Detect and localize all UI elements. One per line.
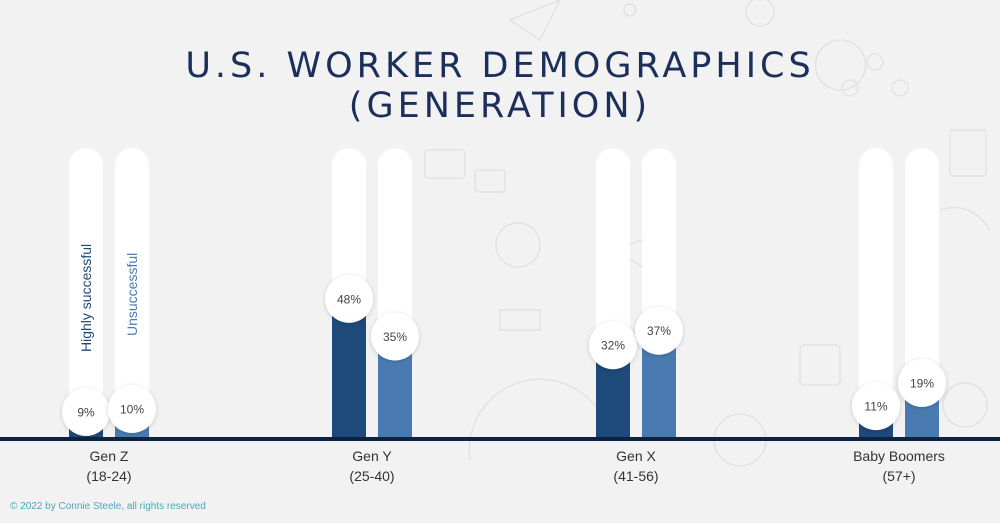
category-name: Baby Boomers [853,448,945,464]
x-axis-baseline [0,437,1000,441]
category-label: Gen Y (25-40) [292,446,452,486]
data-label-bubble [62,387,110,436]
category-age-range: (25-40) [349,468,395,484]
data-label-bubble [108,385,156,433]
data-label: 32% [601,339,625,353]
data-label: 37% [647,324,671,338]
chart-title: U.S. WORKER DEMOGRAPHICS (GENERATION) [0,46,1000,126]
data-label-bubble [325,274,373,323]
data-label-bubble [852,382,900,431]
category-label: Gen Z (18-24) [29,446,189,486]
data-label: 35% [383,330,407,344]
bar-track [859,148,893,438]
bar-track [115,148,149,439]
data-label-bubble [371,312,419,361]
category-label: Baby Boomers (57+) [819,446,979,486]
data-label-bubble [589,321,637,370]
legend-highly-successful: Highly successful [78,244,94,352]
data-label: 19% [910,376,934,390]
chart-title-line1: U.S. WORKER DEMOGRAPHICS [185,46,815,86]
data-label-bubble [635,306,683,355]
data-label: 11% [864,400,887,414]
copyright-notice: © 2022 by Connie Steele, all rights rese… [10,501,206,512]
bar-track [69,148,103,438]
category-name: Gen X [616,448,656,464]
data-label: 48% [337,292,361,306]
data-label-bubble [898,358,946,407]
category-age-range: (18-24) [86,468,132,484]
category-age-range: (57+) [882,468,916,484]
category-label: Gen X (41-56) [556,446,716,486]
chart-title-line2: (GENERATION) [348,86,652,126]
data-label: 9% [77,405,95,419]
category-age-range: (41-56) [613,468,659,484]
legend-unsuccessful: Unsuccessful [124,253,140,336]
category-name: Gen Y [352,448,392,464]
data-label: 10% [120,403,144,417]
category-name: Gen Z [89,448,129,464]
